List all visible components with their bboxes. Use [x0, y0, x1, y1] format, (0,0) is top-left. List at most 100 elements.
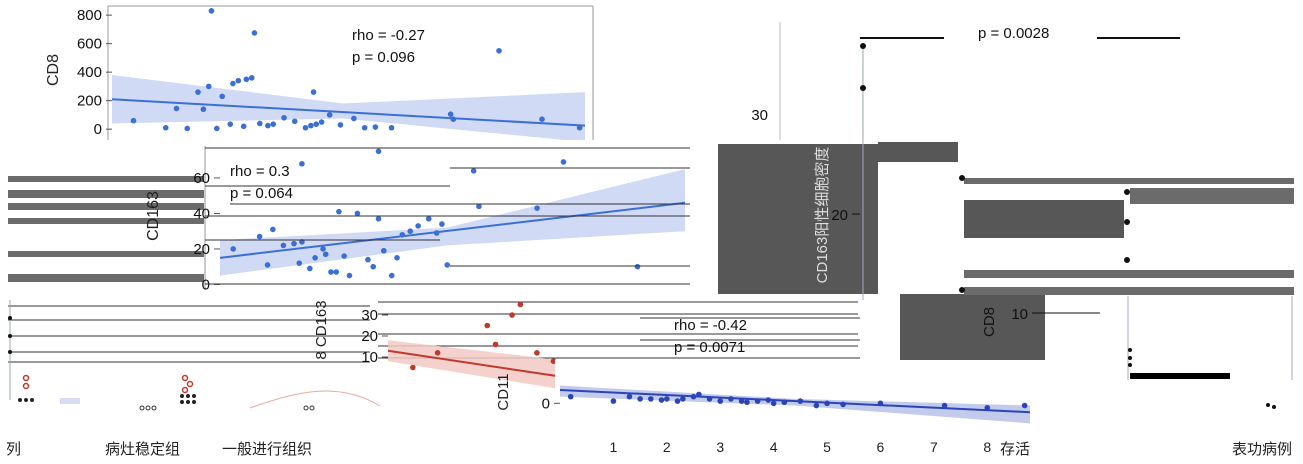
- red-y-tick-label: 30: [361, 307, 378, 324]
- cd8-data-point: [265, 122, 271, 129]
- box-y-tick-30: 30: [751, 107, 768, 124]
- cd163-y-tick-label: 20: [193, 241, 210, 258]
- group-strip-lines: [8, 305, 370, 363]
- cd11-x-tick-labels: 1 2 3 4 5 6 7 8: [610, 439, 992, 455]
- group-b-points: [181, 374, 194, 394]
- artifact-band: [964, 270, 1294, 278]
- cd11-strip-lines: [640, 317, 860, 359]
- cd11-data-point: [797, 398, 804, 404]
- cd8-y-label: CD8: [45, 54, 62, 86]
- cd8-data-point: [318, 119, 325, 125]
- cd163-y-tick-label: 60: [193, 170, 210, 187]
- cd8-scatter-panel: 800 600 400 200 0 CD8 rho = -0.27 p = 0.096: [45, 5, 594, 142]
- cd163-data-point: [264, 262, 271, 268]
- cd8-data-point: [388, 124, 395, 131]
- cd163-data-point: [560, 159, 567, 165]
- cd11-data-point: [744, 399, 750, 406]
- red-data-point: [492, 341, 499, 348]
- cd11-scatter-panel: 0 CD11 rho = -0.42 p = 0.0071 1 2 3 4 5 6 7 8: [495, 317, 1045, 455]
- cd11-data-point: [626, 393, 633, 400]
- cd11-y-tick-labels: 0: [542, 395, 560, 412]
- artifact-band: [8, 274, 204, 282]
- box-p-label: p = 0.0028: [978, 25, 1049, 42]
- cd163-data-point: [280, 242, 287, 249]
- group-strip-panel: [8, 300, 381, 411]
- cd11-data-point: [647, 396, 654, 402]
- cd11-regression-line: [559, 389, 1031, 414]
- cd8-y-tick-label: 200: [77, 93, 102, 110]
- artifact-band: [1130, 188, 1294, 204]
- cd8-data-point: [219, 93, 225, 100]
- cd8-data-point: [200, 106, 207, 113]
- cd11-rho-label: rho = -0.42: [674, 317, 747, 334]
- box-point: [1128, 363, 1132, 367]
- cd11-p-label: p = 0.0071: [674, 339, 745, 356]
- cd11-data-point: [637, 396, 643, 402]
- cd11-data-point: [984, 404, 991, 411]
- cd8-y-tick-label: 800: [77, 7, 102, 24]
- red-data-point: [434, 350, 441, 356]
- cd11-x-tick-label: 6: [877, 439, 885, 455]
- artifact-band: [8, 218, 204, 224]
- cd8-data-point: [337, 122, 344, 128]
- cd8-data-point: [257, 120, 263, 127]
- cd163-data-point: [230, 246, 237, 252]
- cd11-x-tick-label: 4: [770, 439, 778, 455]
- cd11-data-point: [696, 391, 702, 398]
- box-point: [1128, 356, 1132, 360]
- cd11-data-point: [674, 398, 681, 404]
- cd11-data-point: [1021, 402, 1028, 409]
- cd8-data-point: [205, 83, 212, 90]
- cd163-data-point: [534, 205, 540, 211]
- cd163-data-point: [346, 272, 353, 279]
- box-y-label-2: CD8: [981, 307, 998, 337]
- cd163-y-label: CD163: [145, 191, 162, 241]
- box-plot-panel: p = 0.0028 30: [751, 22, 1180, 140]
- box-point: [1266, 403, 1270, 407]
- cd11-data-point: [717, 398, 724, 404]
- cd8-data-point: [281, 114, 287, 121]
- cd8-data-points: [130, 8, 583, 132]
- cd11-data-point: [877, 400, 884, 407]
- red-data-point: [534, 350, 540, 356]
- cd8-data-point: [361, 124, 368, 131]
- cd11-data-point: [754, 398, 761, 404]
- cd11-data-point: [610, 398, 617, 404]
- cd163-data-point: [381, 247, 387, 254]
- cd8-y-tick-label: 0: [94, 121, 102, 138]
- cd163-data-point: [299, 160, 305, 167]
- cd11-x-tick-label: 1: [610, 439, 618, 455]
- group-violin: [249, 390, 381, 409]
- cd163-data-point: [425, 215, 432, 222]
- cd163-data-point: [296, 260, 303, 266]
- cd163-data-point: [375, 148, 382, 155]
- cd163-data-point: [433, 230, 440, 236]
- group-b-label: 一般进行组织: [222, 441, 313, 458]
- group-mid-points: [139, 405, 315, 411]
- group-a-box: [60, 398, 80, 404]
- cd163-data-point: [312, 255, 318, 261]
- cd11-data-point: [765, 397, 772, 403]
- cd11-x-tick-label: 8: [983, 439, 991, 455]
- cd163-data-points: [230, 148, 641, 279]
- cd8-data-point: [496, 47, 502, 54]
- cd163-y-tick-label: 40: [193, 205, 210, 222]
- box-outlier-point: [860, 43, 866, 49]
- cd163-data-point: [336, 208, 342, 215]
- cd8-data-point: [310, 89, 317, 95]
- cd163-red-panel: 30 20 10 8 CD163: [313, 294, 858, 391]
- cd11-x-tick-label: 5: [823, 439, 831, 455]
- cd11-data-point: [824, 400, 830, 407]
- cd163-gridline-artifacts: [205, 147, 690, 285]
- red-data-point: [410, 364, 416, 371]
- group-point: [8, 316, 12, 320]
- cd8-data-point: [208, 8, 215, 14]
- cd8-data-point: [308, 122, 314, 129]
- red-confidence-band: [388, 340, 570, 391]
- group-a-label: 病灶稳定组: [105, 441, 181, 458]
- cd163-data-point: [476, 203, 482, 210]
- cd8-data-point: [326, 112, 333, 118]
- cd8-data-point: [539, 116, 545, 122]
- box-y-tick-10: 10: [1011, 306, 1028, 323]
- cd163-data-point: [439, 221, 445, 227]
